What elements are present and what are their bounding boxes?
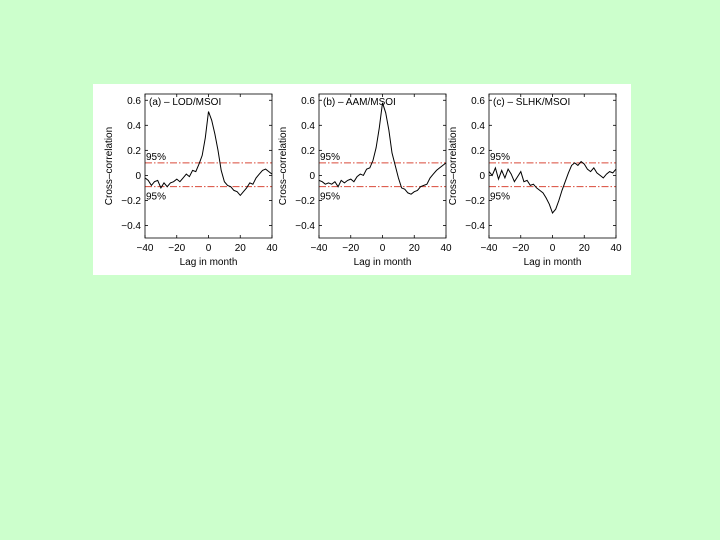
x-tick-label: 20 — [579, 243, 591, 254]
x-tick-label: −40 — [137, 243, 154, 254]
subplot-b: −40 −20 0 20 40 −0.4 −0.2 0 0.2 0.4 0.6 (b) – AAM/M… — [278, 93, 452, 268]
y-tick-label: −0.2 — [295, 196, 315, 207]
confidence-label-lower: 95% — [146, 192, 166, 203]
y-tick-label: 0.2 — [127, 146, 141, 157]
y-tick-label: 0.2 — [301, 146, 315, 157]
x-tick-label: 20 — [235, 243, 247, 254]
x-axis-label: Lag in month — [354, 257, 412, 268]
x-tick-label: −20 — [342, 243, 359, 254]
x-axis-label: Lag in month — [180, 257, 238, 268]
confidence-label-upper: 95% — [490, 152, 510, 163]
subplot-title: (b) – AAM/MSOI — [323, 97, 396, 108]
y-tick-label: 0.6 — [471, 96, 485, 107]
axes-frame — [318, 93, 447, 239]
x-tick-label: 0 — [206, 243, 212, 254]
y-tick-label: −0.4 — [465, 221, 485, 232]
x-tick-label: −20 — [512, 243, 529, 254]
subplot-title: (c) – SLHK/MSOI — [493, 97, 570, 108]
x-tick-label: 40 — [440, 243, 452, 254]
x-tick-label: 40 — [266, 243, 278, 254]
x-tick-label: −40 — [311, 243, 328, 254]
y-tick-label: 0 — [135, 171, 141, 182]
y-axis-label: Cross–correlation — [104, 127, 115, 205]
y-tick-label: 0.6 — [301, 96, 315, 107]
y-tick-label: −0.4 — [121, 221, 141, 232]
y-tick-label: 0.4 — [127, 121, 141, 132]
y-tick-label: −0.2 — [465, 196, 485, 207]
axes-frame — [488, 93, 617, 239]
x-tick-label: −20 — [168, 243, 185, 254]
series-line — [144, 111, 273, 197]
confidence-label-lower: 95% — [320, 192, 340, 203]
y-tick-label: 0 — [479, 171, 485, 182]
series-line — [318, 102, 447, 195]
confidence-label-upper: 95% — [146, 152, 166, 163]
confidence-label-lower: 95% — [490, 192, 510, 203]
x-tick-label: 0 — [550, 243, 556, 254]
y-tick-label: 0.4 — [301, 121, 315, 132]
subplot-a: −40 −20 0 20 40 −0.4 −0.2 0 0.2 0.4 0.6 (a) – LOD/M… — [104, 93, 278, 268]
y-tick-label: 0 — [309, 171, 315, 182]
x-tick-label: −40 — [481, 243, 498, 254]
x-tick-label: 40 — [610, 243, 622, 254]
figure-panel: −40 −20 0 20 40 −0.4 −0.2 0 0.2 0.4 0.6 (a) – LOD/M… — [93, 84, 631, 275]
x-tick-label: 20 — [409, 243, 421, 254]
y-axis-label: Cross–correlation — [278, 127, 289, 205]
y-tick-label: −0.2 — [121, 196, 141, 207]
x-tick-label: 0 — [380, 243, 386, 254]
y-tick-label: −0.4 — [295, 221, 315, 232]
y-tick-label: 0.2 — [471, 146, 485, 157]
y-tick-label: 0.6 — [127, 96, 141, 107]
x-axis-label: Lag in month — [524, 257, 582, 268]
subplot-title: (a) – LOD/MSOI — [149, 97, 221, 108]
subplot-c: −40 −20 0 20 40 −0.4 −0.2 0 0.2 0.4 0.6 (c) – SLHK/… — [448, 93, 622, 268]
y-axis-label: Cross–correlation — [448, 127, 459, 205]
series-line — [488, 160, 617, 214]
confidence-label-upper: 95% — [320, 152, 340, 163]
y-tick-label: 0.4 — [471, 121, 485, 132]
cross-correlation-figure: −40 −20 0 20 40 −0.4 −0.2 0 0.2 0.4 0.6 (a) – LOD/M… — [104, 93, 622, 268]
